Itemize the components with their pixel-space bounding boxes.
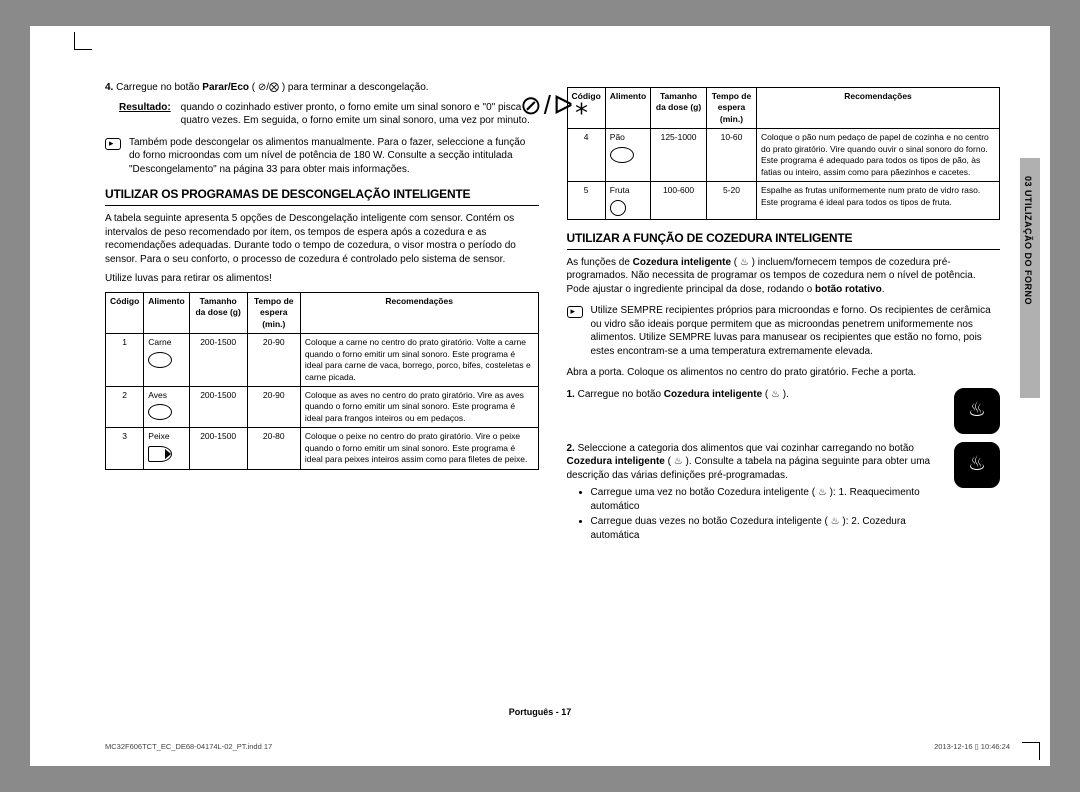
note-2: Utilize SEMPRE recipientes próprios para… bbox=[567, 304, 1001, 358]
left-column: ⊘/ᐅ⁎ 4. Carregue no botão Parar/Eco ( ⊘/… bbox=[105, 81, 539, 552]
step-1: 1. Carregue no botão Cozedura inteligent… bbox=[567, 388, 1001, 434]
cook-intro: As funções de Cozedura inteligente ( ♨ )… bbox=[567, 256, 1001, 297]
crop-mark bbox=[1022, 742, 1040, 760]
table-row: 5Fruta100-6005-20Espalhe as frutas unifo… bbox=[567, 182, 1000, 219]
intro2: Utilize luvas para retirar os alimentos! bbox=[105, 272, 539, 286]
table-row: 2Aves200-150020-90Coloque as aves no cen… bbox=[106, 386, 539, 427]
food-icon bbox=[148, 352, 172, 368]
manual-page: 03 UTILIZAÇÃO DO FORNO ⊘/ᐅ⁎ 4. Carregue … bbox=[30, 26, 1050, 766]
table-row: 1Carne200-150020-90Coloque a carne no ce… bbox=[106, 334, 539, 387]
defrost-table-right: Código Alimento Tamanho da dose (g) Temp… bbox=[567, 87, 1001, 220]
bullet: Carregue duas vezes no botão Cozedura in… bbox=[591, 515, 943, 542]
heading-defrost: UTILIZAR OS PROGRAMAS DE DESCONGELAÇÃO I… bbox=[105, 186, 539, 206]
print-info: MC32F606TCT_EC_DE68-04174L-02_PT.indd 17… bbox=[105, 742, 1010, 752]
smart-cook-button-icon: ♨ bbox=[954, 442, 1000, 488]
food-icon bbox=[610, 200, 626, 216]
print-file: MC32F606TCT_EC_DE68-04174L-02_PT.indd 17 bbox=[105, 742, 272, 752]
food-icon bbox=[610, 147, 634, 163]
section-tab: 03 UTILIZAÇÃO DO FORNO bbox=[1022, 176, 1034, 305]
result-label: Resultado: bbox=[119, 101, 171, 128]
crop-mark bbox=[74, 32, 92, 50]
food-icon bbox=[148, 446, 172, 462]
table-row: 4Pão125-100010-60Coloque o pão num pedaç… bbox=[567, 129, 1000, 182]
page-footer: Português - 17 bbox=[30, 706, 1050, 718]
smart-cook-button-icon: ♨ bbox=[954, 388, 1000, 434]
note: Também pode descongelar os alimentos man… bbox=[105, 136, 539, 177]
intro: A tabela seguinte apresenta 5 opções de … bbox=[105, 212, 539, 266]
print-date: 2013-12-16 ▯ 10:46:24 bbox=[934, 742, 1010, 752]
step-4: 4. Carregue no botão Parar/Eco ( ⊘/⨂ ) p… bbox=[105, 81, 539, 95]
bullet: Carregue uma vez no botão Cozedura intel… bbox=[591, 486, 943, 513]
note-icon bbox=[567, 306, 583, 318]
food-icon bbox=[148, 404, 172, 420]
result-text: quando o cozinhado estiver pronto, o for… bbox=[181, 101, 539, 128]
note-icon bbox=[105, 138, 121, 150]
open-door: Abra a porta. Coloque os alimentos no ce… bbox=[567, 366, 1001, 380]
big-symbol: ⊘/ᐅ⁎ bbox=[520, 88, 590, 123]
step-2: 2. Seleccione a categoria dos alimentos … bbox=[567, 442, 1001, 545]
result-row: Resultado: quando o cozinhado estiver pr… bbox=[119, 101, 539, 128]
right-column: Código Alimento Tamanho da dose (g) Temp… bbox=[567, 81, 1001, 552]
heading-cook: UTILIZAR A FUNÇÃO DE COZEDURA INTELIGENT… bbox=[567, 230, 1001, 250]
table-row: 3Peixe200-150020-80Coloque o peixe no ce… bbox=[106, 428, 539, 469]
defrost-table-left: Código Alimento Tamanho da dose (g) Temp… bbox=[105, 292, 539, 470]
